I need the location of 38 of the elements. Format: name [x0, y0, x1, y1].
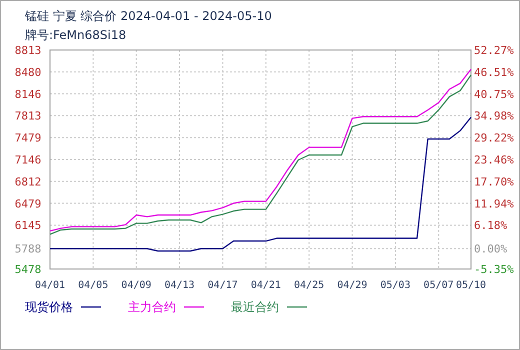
x-tick-label: 04/17 [208, 280, 238, 291]
y2-tick-label: 29.22% [474, 132, 514, 145]
y-tick-label: 8813 [14, 44, 42, 57]
y2-tick-label: 23.46% [474, 154, 514, 166]
x-tick-label: 04/25 [294, 280, 324, 291]
y-tick-label: 6479 [14, 197, 42, 210]
y-tick-label: 7813 [14, 110, 42, 123]
x-tick-label: 04/09 [121, 280, 152, 291]
x-tick-label: 05/10 [456, 280, 486, 291]
y2-tick-label: 52.27% [474, 44, 514, 57]
x-tick-label: 04/13 [164, 280, 195, 291]
x-tick-label: 04/05 [78, 280, 108, 291]
y2-tick-label: -5.35% [474, 263, 514, 276]
y-tick-label: 7146 [14, 153, 42, 166]
x-tick-label: 04/21 [250, 280, 281, 291]
y-tick-label: 5478 [14, 263, 42, 276]
y-tick-label: 7479 [14, 132, 42, 145]
x-tick-label: 05/07 [424, 280, 454, 291]
y2-tick-label: 34.98% [474, 110, 514, 123]
y2-tick-label: 40.75% [474, 88, 514, 101]
y-tick-label: 8480 [14, 66, 42, 79]
y-tick-label: 6812 [14, 175, 42, 188]
x-tick-label: 04/29 [337, 280, 368, 291]
y-tick-label: 6145 [14, 219, 42, 232]
y2-tick-label: 6.18% [474, 219, 508, 232]
y2-tick-label: 11.94% [474, 197, 514, 210]
y2-tick-label: 46.51% [474, 66, 514, 79]
chart-title: 锰硅 宁夏 综合价 2024-04-01 - 2024-05-10 [24, 9, 272, 23]
y2-tick-label: 0.00% [474, 242, 508, 256]
legend-label: 主力合约 [128, 300, 176, 314]
y2-tick-label: 17.70% [474, 175, 514, 188]
legend-label: 最近合约 [231, 300, 279, 314]
x-tick-label: 05/03 [380, 280, 410, 291]
y-tick-label: 5788 [14, 242, 42, 256]
chart-subtitle: 牌号:FeMn68Si18 [25, 28, 126, 42]
x-tick-label: 04/01 [34, 280, 66, 291]
legend-label: 现货价格 [25, 300, 73, 314]
y-tick-label: 8146 [14, 88, 42, 101]
